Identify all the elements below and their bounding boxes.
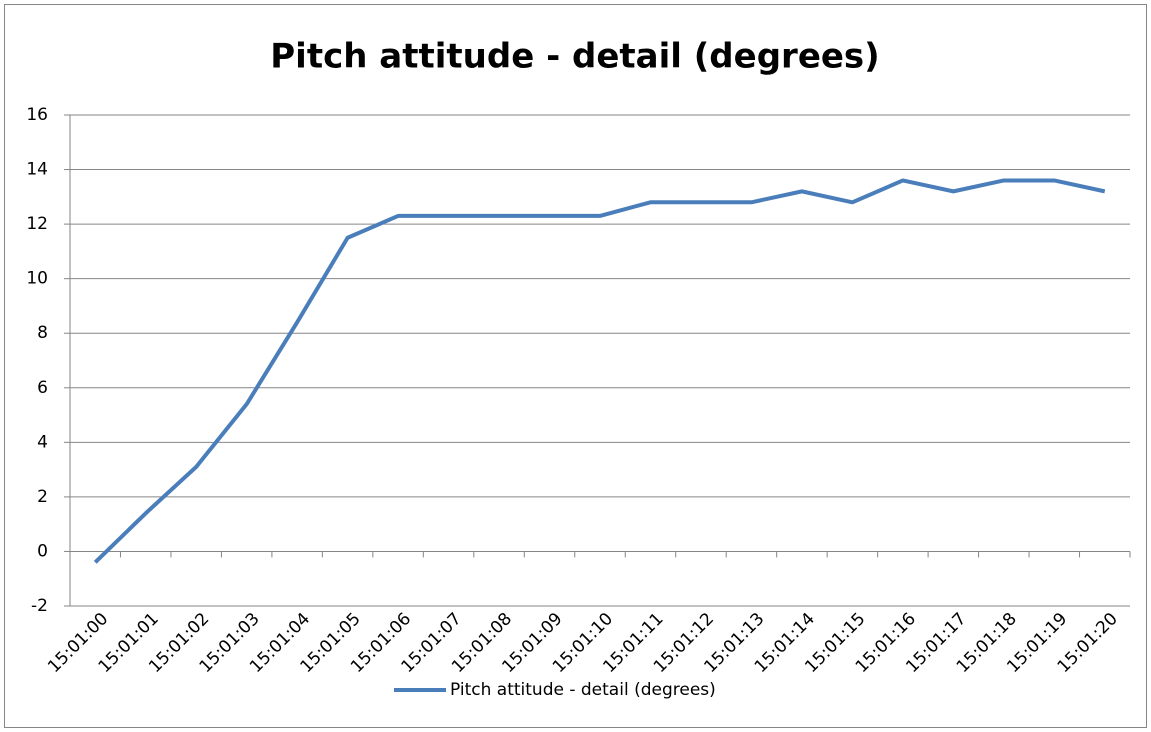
y-tick-label: 2 bbox=[37, 487, 48, 507]
y-tick-label: -2 bbox=[31, 596, 48, 616]
legend-label: Pitch attitude - detail (degrees) bbox=[450, 680, 716, 700]
y-tick-label: 16 bbox=[26, 105, 48, 125]
data-line bbox=[93, 178, 1106, 564]
y-tick-label: 10 bbox=[26, 269, 48, 289]
y-tick-label: 14 bbox=[26, 160, 48, 180]
y-tick-label: 4 bbox=[37, 432, 48, 452]
chart-title: Pitch attitude - detail (degrees) bbox=[270, 37, 879, 77]
y-tick-label: 6 bbox=[37, 378, 48, 398]
y-tick-label: 12 bbox=[26, 214, 48, 234]
y-tick-label: 0 bbox=[37, 541, 48, 561]
chart-border bbox=[4, 4, 1147, 728]
y-tick-label: 8 bbox=[37, 323, 48, 343]
